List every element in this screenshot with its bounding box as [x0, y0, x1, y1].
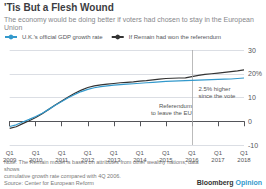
- svg-text:2.5% higher: 2.5% higher: [198, 86, 230, 92]
- svg-text:cumulative growth rate compare: cumulative growth rate compared with 4Q …: [4, 173, 121, 179]
- svg-text:'Tis But a Flesh Wound: 'Tis But a Flesh Wound: [4, 2, 114, 13]
- svg-text:Bloomberg: Bloomberg: [197, 179, 234, 187]
- svg-text:Q1: Q1: [240, 150, 249, 156]
- svg-text:Referendum: Referendum: [159, 103, 192, 109]
- svg-text:2017: 2017: [211, 157, 225, 163]
- svg-text:Opinion: Opinion: [236, 179, 262, 187]
- svg-text:Union: Union: [4, 24, 22, 31]
- svg-text:Q1: Q1: [136, 150, 145, 156]
- svg-text:U.K.'s official GDP growth rat: U.K.'s official GDP growth rate: [22, 34, 103, 40]
- svg-text:-10: -10: [248, 142, 258, 149]
- svg-text:to leave the EU: to leave the EU: [151, 110, 192, 116]
- svg-text:Q1: Q1: [6, 150, 15, 156]
- svg-text:Source: Center for European Re: Source: Center for European Reform: [4, 180, 94, 186]
- svg-text:0: 0: [248, 118, 252, 125]
- svg-text:Q1: Q1: [162, 150, 171, 156]
- svg-text:shows: shows: [4, 166, 20, 172]
- svg-text:Q1: Q1: [188, 150, 197, 156]
- svg-text:30: 30: [248, 47, 256, 54]
- svg-text:The economy would be doing bet: The economy would be doing better if vot…: [4, 16, 256, 24]
- svg-text:If Remain had won the referend: If Remain had won the referendum: [129, 34, 221, 40]
- svg-text:Q1: Q1: [32, 150, 41, 156]
- svg-text:Note: The Remain model is base: Note: The Remain model is based on attri…: [4, 159, 200, 165]
- svg-text:Q1: Q1: [214, 150, 223, 156]
- svg-text:Q1: Q1: [110, 150, 119, 156]
- svg-text:20%: 20%: [248, 70, 262, 77]
- svg-text:2018: 2018: [237, 157, 251, 163]
- svg-text:Q1: Q1: [58, 150, 67, 156]
- svg-text:since the vote: since the vote: [198, 93, 236, 99]
- svg-text:Q1: Q1: [84, 150, 93, 156]
- svg-text:10: 10: [248, 94, 256, 101]
